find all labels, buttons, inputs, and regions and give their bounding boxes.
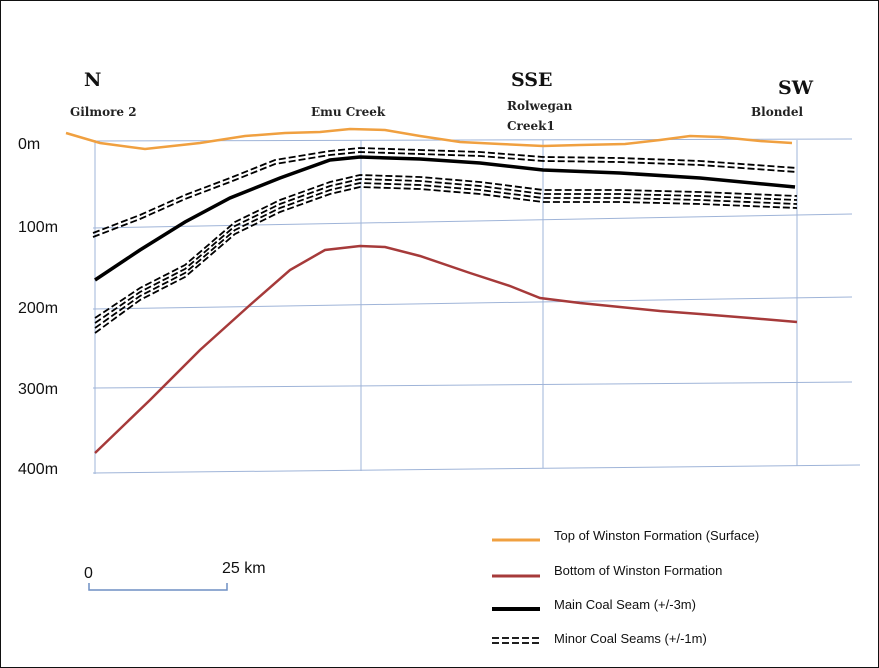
scale-bar: 0 25 km <box>84 560 266 591</box>
grid-line-100m <box>92 213 853 229</box>
direction-sse: SSE <box>511 69 553 91</box>
well-label-gilmore: Gilmore 2 <box>70 105 137 119</box>
depth-label-300m: 300m <box>18 381 58 398</box>
well-label-emu: Emu Creek <box>311 105 386 119</box>
grid-line-400m <box>92 464 861 474</box>
legend: Top of Winston Formation (Surface) Botto… <box>492 528 759 646</box>
scale-bar-line <box>88 583 228 591</box>
surface-line <box>65 127 793 151</box>
well-label-rolwegan: Rolwegan <box>507 99 573 113</box>
direction-n: N <box>84 69 101 91</box>
minor-coal-seams-upper <box>92 147 798 238</box>
bottom-formation-line <box>94 244 798 454</box>
minor-coal-seams-lower <box>94 174 798 334</box>
grid-line-200m <box>92 296 853 310</box>
depth-label-100m: 100m <box>18 219 58 236</box>
depth-label-400m: 400m <box>18 461 58 478</box>
depth-label-200m: 200m <box>18 300 58 317</box>
scale-end-label: 25 km <box>222 560 266 577</box>
main-coal-seam <box>94 155 796 282</box>
legend-label-surface: Top of Winston Formation (Surface) <box>554 528 759 543</box>
depth-label-0m: 0m <box>18 136 40 153</box>
scale-start-label: 0 <box>84 565 93 582</box>
well-label-creek1: Creek1 <box>507 119 555 133</box>
direction-sw: SW <box>778 77 814 99</box>
legend-label-bottom: Bottom of Winston Formation <box>554 563 722 578</box>
well-label-blondel: Blondel <box>751 105 803 119</box>
grid-line-300m <box>92 381 853 389</box>
legend-label-main-coal: Main Coal Seam (+/-3m) <box>554 597 696 612</box>
legend-label-minor-coal: Minor Coal Seams (+/-1m) <box>554 631 707 646</box>
